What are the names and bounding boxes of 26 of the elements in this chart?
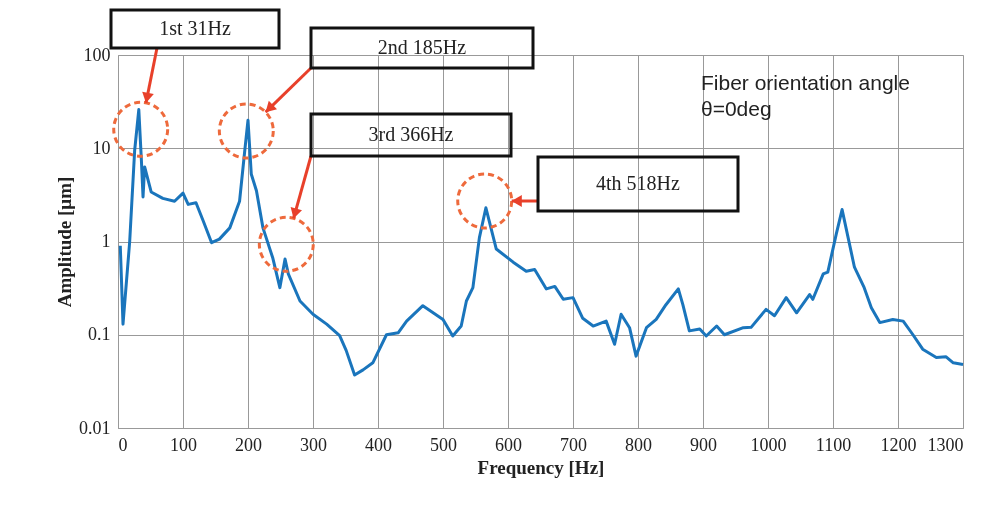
annotation: 2nd 185Hz <box>377 36 467 58</box>
x-tick-label: 600 <box>495 434 522 455</box>
x-tick-label: 1200 <box>880 434 917 455</box>
text: 1st 31Hz <box>159 17 231 39</box>
x-tick-label: 800 <box>625 434 652 455</box>
x-tick-label: 400 <box>365 434 392 455</box>
annotation: 3rd 366Hz <box>368 123 454 145</box>
x-tick-label: 300 <box>300 434 327 455</box>
y-tick-label: 0.01 <box>79 417 111 438</box>
x-tick-label: 100 <box>170 434 197 455</box>
annotation: 4th 518Hz <box>596 172 681 194</box>
x-axis-title: Frequency [Hz] <box>477 456 605 478</box>
x-tick-label: 900 <box>690 434 717 455</box>
x-tick-label: 1100 <box>815 434 852 455</box>
x-tick-label: 1000 <box>750 434 787 455</box>
x-tick-label: 700 <box>560 434 587 455</box>
y-axis-title: Amplitude [μm] <box>54 176 75 308</box>
y-tick-label: 1 <box>101 231 111 251</box>
y-tick-label: 10 <box>92 137 111 158</box>
x-tick-label: 200 <box>235 434 262 455</box>
y-tick-label: 100 <box>83 44 111 65</box>
y-tick-label: 0.1 <box>88 324 111 345</box>
annotation: Fiber orientation angle θ=0deg <box>701 71 910 120</box>
x-tick-label: 1300 <box>927 434 964 455</box>
x-tick-label: 0 <box>118 434 128 455</box>
x-tick-label: 500 <box>430 434 457 455</box>
